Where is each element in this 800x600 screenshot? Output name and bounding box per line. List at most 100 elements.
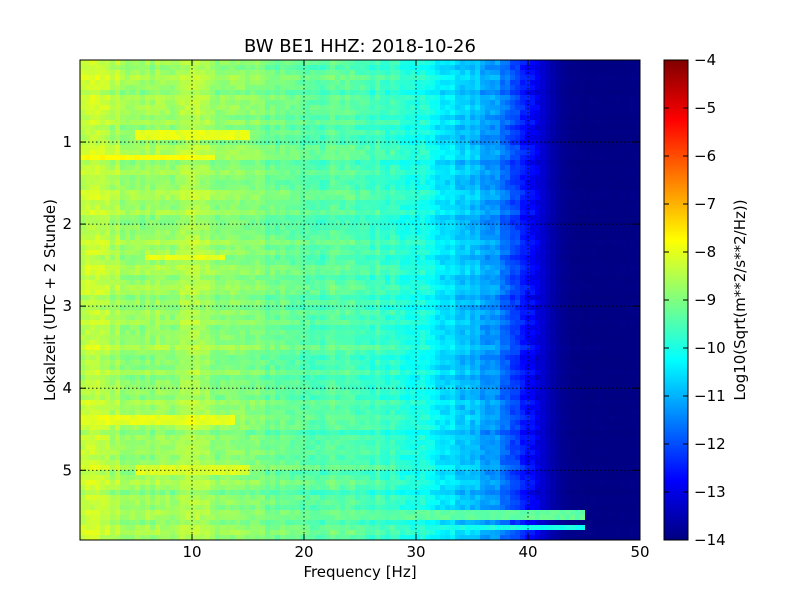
heatmap-cell xyxy=(480,180,486,186)
heatmap-cell xyxy=(625,200,631,206)
heatmap-cell xyxy=(95,170,101,176)
heatmap-cell xyxy=(420,240,426,246)
heatmap-cell xyxy=(600,270,606,276)
heatmap-cell xyxy=(300,215,306,221)
heatmap-cell xyxy=(370,90,376,96)
heatmap-cell xyxy=(140,85,146,91)
heatmap-cell xyxy=(220,260,226,266)
heatmap-cell xyxy=(335,110,341,116)
heatmap-cell xyxy=(415,270,421,276)
heatmap-cell xyxy=(505,125,511,131)
heatmap-cell xyxy=(545,150,551,156)
heatmap-cell xyxy=(85,80,91,86)
heatmap-cell xyxy=(470,115,476,121)
heatmap-cell xyxy=(175,80,181,86)
heatmap-cell xyxy=(170,260,176,266)
heatmap-cell xyxy=(185,160,191,166)
heatmap-cell xyxy=(210,115,216,121)
heatmap-cell xyxy=(200,100,206,106)
heatmap-cell xyxy=(425,135,431,141)
heatmap-cell xyxy=(620,195,626,201)
heatmap-cell xyxy=(555,130,561,136)
heatmap-cell xyxy=(415,70,421,76)
heatmap-cell xyxy=(605,90,611,96)
heatmap-cell xyxy=(225,90,231,96)
heatmap-cell xyxy=(345,125,351,131)
heatmap-cell xyxy=(280,135,286,141)
heatmap-cell xyxy=(455,130,461,136)
heatmap-cell xyxy=(585,235,591,241)
heatmap-cell xyxy=(120,230,126,236)
heatmap-cell xyxy=(130,260,136,266)
heatmap-cell xyxy=(635,275,640,281)
heatmap-cell xyxy=(210,250,216,256)
heatmap-cell xyxy=(320,125,326,131)
heatmap-cell xyxy=(360,150,366,156)
heatmap-cell xyxy=(195,180,201,186)
heatmap-cell xyxy=(565,170,571,176)
heatmap-cell xyxy=(325,200,331,206)
heatmap-cell xyxy=(510,240,516,246)
heatmap-cell xyxy=(295,180,301,186)
heatmap-cell xyxy=(550,210,556,216)
heatmap-cell xyxy=(490,150,496,156)
heatmap-cell xyxy=(270,125,276,131)
heatmap-cell xyxy=(155,225,161,231)
heatmap-cell xyxy=(410,70,416,76)
heatmap-cell xyxy=(335,230,341,236)
heatmap-cell xyxy=(325,135,331,141)
heatmap-cell xyxy=(440,190,446,196)
heatmap-cell xyxy=(480,70,486,76)
heatmap-cell xyxy=(370,250,376,256)
heatmap-cell xyxy=(400,70,406,76)
heatmap-cell xyxy=(520,70,526,76)
heatmap-cell xyxy=(445,100,451,106)
heatmap-cell xyxy=(505,155,511,161)
heatmap-cell xyxy=(140,95,146,101)
heatmap-cell xyxy=(300,230,306,236)
heatmap-cell xyxy=(555,95,561,101)
heatmap-cell xyxy=(195,80,201,86)
heatmap-cell xyxy=(505,220,511,226)
heatmap-cell xyxy=(505,140,511,146)
heatmap-cell xyxy=(335,115,341,121)
heatmap-cell xyxy=(385,140,391,146)
heatmap-cell xyxy=(320,255,326,261)
heatmap-cell xyxy=(95,265,101,271)
heatmap-cell xyxy=(310,195,316,201)
heatmap-cell xyxy=(415,225,421,231)
heatmap-cell xyxy=(370,240,376,246)
heatmap-cell xyxy=(405,220,411,226)
heatmap-cell xyxy=(245,160,251,166)
heatmap-cell xyxy=(630,245,636,251)
heatmap-cell xyxy=(245,95,251,101)
heatmap-cell xyxy=(560,95,566,101)
heatmap-cell xyxy=(195,135,201,141)
heatmap-cell xyxy=(550,95,556,101)
heatmap-cell xyxy=(180,165,186,171)
heatmap-cell xyxy=(125,195,131,201)
heatmap-cell xyxy=(465,270,471,276)
heatmap-cell xyxy=(410,65,416,71)
heatmap-cell xyxy=(255,180,261,186)
heatmap-cell xyxy=(325,60,331,66)
heatmap-cell xyxy=(265,170,271,176)
heatmap-cell xyxy=(305,135,311,141)
heatmap-cell xyxy=(215,275,221,281)
heatmap-cell xyxy=(230,165,236,171)
heatmap-cell xyxy=(635,60,640,66)
heatmap-cell xyxy=(545,185,551,191)
heatmap-cell xyxy=(430,85,436,91)
heatmap-cell xyxy=(345,220,351,226)
heatmap-cell xyxy=(280,140,286,146)
heatmap-cell xyxy=(130,240,136,246)
heatmap-cell xyxy=(95,210,101,216)
heatmap-cell xyxy=(335,175,341,181)
heatmap-cell xyxy=(405,185,411,191)
heatmap-cell xyxy=(145,180,151,186)
heatmap-cell xyxy=(115,125,121,131)
heatmap-cell xyxy=(375,165,381,171)
heatmap-cell xyxy=(470,105,476,111)
heatmap-cell xyxy=(465,250,471,256)
heatmap-cell xyxy=(105,195,111,201)
